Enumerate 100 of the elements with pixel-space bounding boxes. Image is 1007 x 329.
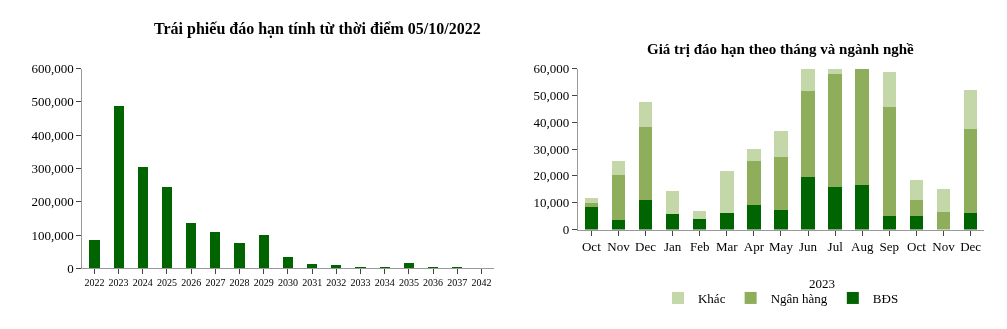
x-tick-label: Nov: [607, 239, 631, 255]
bar: [282, 257, 294, 269]
bar: [89, 240, 100, 269]
bar: [828, 74, 842, 187]
bar: [801, 68, 815, 92]
bar: [963, 212, 978, 230]
bar: [720, 171, 734, 214]
y-tick-label: 60,000: [533, 61, 570, 77]
y-tick-label: 50,000: [533, 88, 570, 104]
bar: [828, 68, 842, 74]
bar: [936, 189, 951, 213]
legend-label: BĐS: [872, 291, 899, 307]
bar: [936, 212, 951, 230]
bar: [720, 213, 734, 230]
bar: [747, 205, 761, 230]
bar: [774, 131, 788, 158]
x-tick-label: Aug: [851, 239, 874, 255]
bar: [801, 176, 815, 230]
x-tick-label: 2023: [108, 277, 129, 289]
x-tick-label: Apr: [743, 239, 765, 255]
bar: [747, 160, 761, 206]
bar: [210, 232, 221, 269]
bar: [774, 210, 788, 230]
y-tick-label: 0: [562, 222, 570, 238]
x-tick-label: Jan: [663, 239, 682, 255]
x-tick-label: Feb: [689, 239, 710, 255]
y-tick-label: 20,000: [533, 168, 570, 184]
bar: [186, 223, 197, 269]
bar: [611, 220, 626, 230]
x-tick-label: 2036: [423, 277, 444, 289]
bar: [403, 263, 414, 269]
bar: [747, 149, 761, 161]
bar: [638, 102, 653, 128]
bar: [774, 157, 788, 211]
x-tick-label: Sep: [879, 239, 900, 255]
bar: [963, 129, 978, 213]
bar: [882, 72, 897, 107]
bar: [828, 186, 842, 230]
bar: [692, 210, 707, 219]
bar: [963, 89, 978, 130]
bar: [584, 207, 599, 230]
bar: [113, 105, 124, 269]
x-tick-label: Oct: [907, 239, 927, 255]
x-tick-label: 2037: [447, 277, 468, 289]
y-tick-label: 10,000: [533, 195, 570, 211]
bar: [611, 174, 626, 221]
y-tick-label: 40,000: [533, 114, 570, 130]
bar: [258, 235, 269, 269]
x-tick-label: Dec: [635, 239, 657, 255]
bar: [611, 160, 626, 175]
x-tick-label: 2033: [350, 277, 371, 289]
x-tick-label: 2032: [326, 277, 347, 289]
bar: [307, 264, 318, 269]
x-tick-label: 2024: [132, 277, 153, 289]
x-tick-label: 2025: [156, 277, 177, 289]
y-tick-label: 0: [67, 260, 74, 276]
bar: [855, 68, 870, 186]
x-tick-label: 2022: [84, 277, 105, 289]
bar: [909, 199, 924, 217]
bar: [665, 190, 680, 214]
y-tick-label: 30,000: [533, 141, 570, 157]
x-tick-label: 2028: [229, 277, 250, 289]
legend-label: Khác: [697, 291, 726, 307]
bar: [234, 243, 245, 269]
x-tick-label: 2026: [181, 277, 202, 289]
y-tick-label: 600,000: [31, 61, 74, 77]
bar: [855, 185, 870, 230]
x-tick-label: 2027: [205, 277, 226, 289]
bar: [909, 179, 924, 200]
chart-title: Giá trị đáo hạn theo tháng và ngành nghề: [647, 41, 915, 57]
x-tick-label: Jul: [827, 239, 844, 255]
bar: [137, 167, 148, 269]
legend-label: Ngân hàng: [770, 291, 828, 307]
x-tick-label: Nov: [932, 239, 956, 255]
bar: [584, 203, 599, 208]
x-tick-label: 2035: [398, 277, 419, 289]
bar: [638, 127, 653, 201]
chart-title: Trái phiếu đáo hạn tính từ thời điểm 05/10/2022: [154, 20, 481, 38]
bar: [161, 187, 173, 269]
bar: [882, 216, 897, 230]
bar: [665, 213, 680, 230]
y-tick-label: 100,000: [31, 227, 74, 243]
x-tick-label: 2042: [471, 277, 492, 289]
y-tick-label: 200,000: [31, 194, 74, 210]
bar: [638, 200, 653, 230]
bar: [801, 91, 815, 177]
y-tick-label: 300,000: [31, 161, 74, 177]
x-tick-label: Dec: [960, 239, 982, 255]
x-tick-label: May: [769, 239, 794, 255]
bar: [909, 216, 924, 230]
x-tick-label: Oct: [581, 239, 602, 255]
x-tick-label: Mar: [715, 239, 739, 255]
x-tick-label: 2034: [374, 277, 395, 289]
y-tick-label: 500,000: [31, 94, 74, 110]
bar: [882, 106, 897, 217]
x-tick-label: Jun: [799, 239, 818, 255]
x-tick-label: 2031: [302, 277, 323, 289]
x-tick-label: 2029: [253, 277, 274, 289]
x-tick-label: 2030: [277, 277, 298, 289]
y-tick-label: 400,000: [31, 127, 74, 143]
